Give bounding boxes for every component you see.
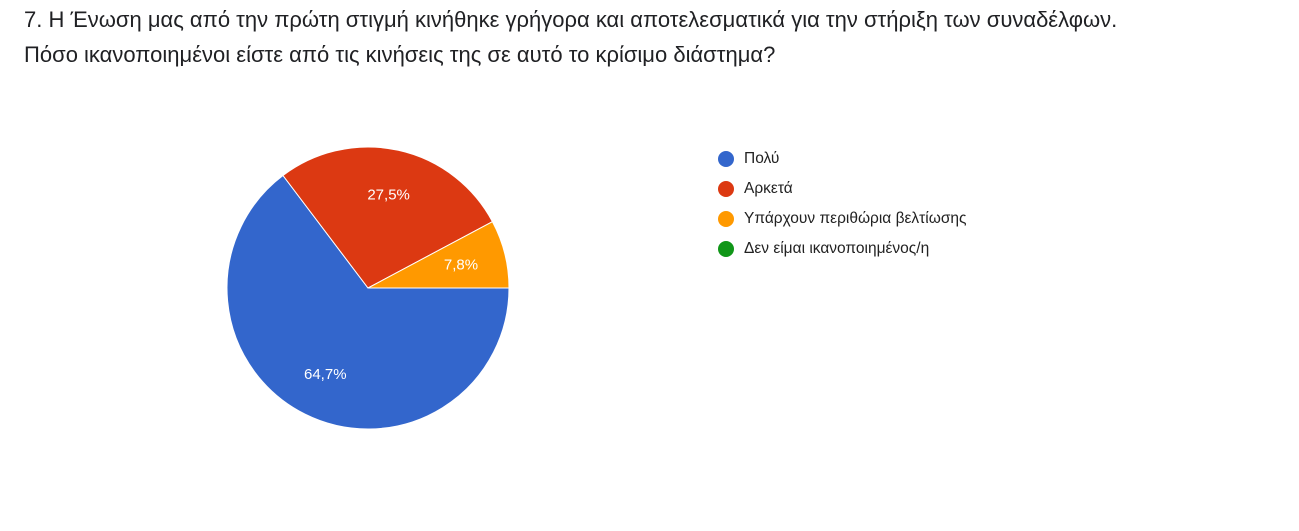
legend-swatch-2 [718, 211, 734, 227]
pie-slice-label-2: 7,8% [444, 257, 478, 274]
chart-legend: Πολύ Αρκετά Υπάρχουν περιθώρια βελτίωσης Δε… [718, 144, 966, 264]
legend-label-2: Υπάρχουν περιθώρια βελτίωσης [744, 210, 967, 227]
pie-slice-label-0: 64,7% [304, 366, 347, 383]
legend-swatch-1 [718, 181, 734, 197]
legend-label-1: Αρκετά [744, 180, 793, 197]
legend-item-3: Δεν είμαι ικανοποιημένος/η [718, 234, 966, 264]
pie-slice-1 [282, 146, 494, 289]
legend-swatch-3 [718, 241, 734, 257]
legend-label-3: Δεν είμαι ικανοποιημένος/η [744, 240, 930, 257]
legend-swatch-0 [718, 151, 734, 167]
legend-item-1: Αρκετά [718, 174, 966, 204]
pie-slice-2 [367, 220, 510, 289]
legend-item-0: Πολύ [718, 144, 966, 174]
pie-slice-label-1: 27,5% [367, 186, 410, 203]
legend-item-2: Υπάρχουν περιθώρια βελτίωσης [718, 204, 966, 234]
pie-slice-0 [226, 174, 510, 430]
question-title: 7. Η Ένωση μας από την πρώτη στιγμή κινή… [24, 7, 1118, 67]
legend-label-0: Πολύ [744, 150, 780, 167]
